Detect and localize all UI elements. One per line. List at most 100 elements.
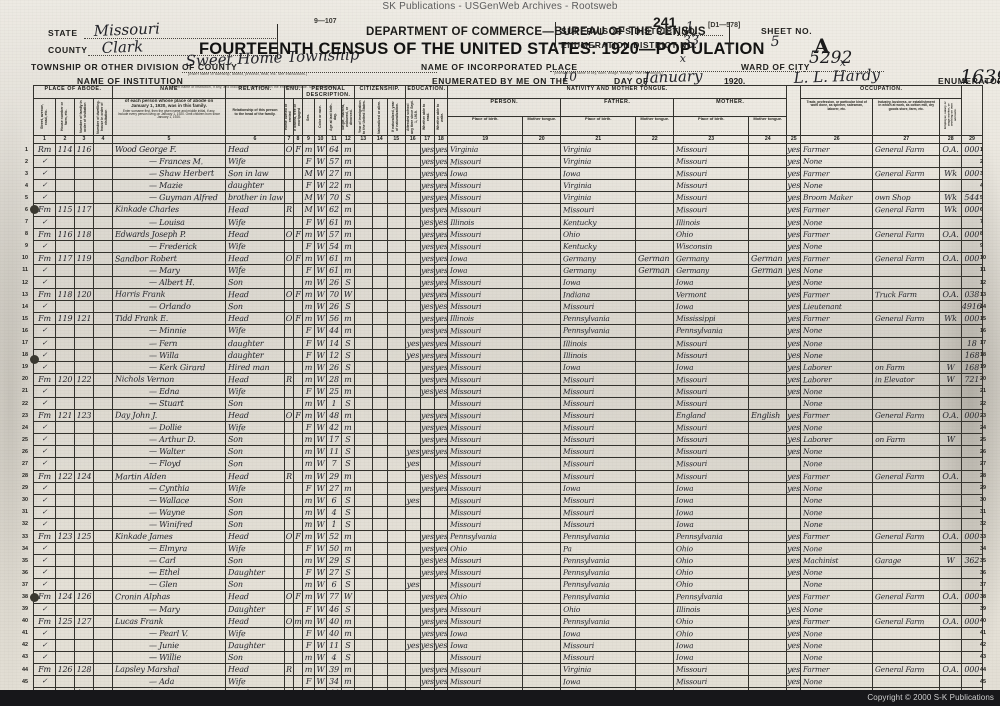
value-fam: 116 xyxy=(76,144,92,155)
value-eng: yes xyxy=(787,253,801,263)
cell-street: ✓ xyxy=(33,191,56,205)
cell-imm xyxy=(353,650,373,665)
cell-emp xyxy=(939,650,963,665)
cell-mt xyxy=(522,348,562,362)
cell-ms: m xyxy=(341,251,355,265)
cell-mmt xyxy=(748,227,788,241)
cell-sex: m xyxy=(302,590,315,604)
value-age: 28 xyxy=(329,374,339,384)
cell-own xyxy=(284,324,294,338)
value-fmt: German xyxy=(638,265,670,275)
cell-own xyxy=(284,421,294,435)
value-sch: yes xyxy=(406,640,420,650)
district-box-left xyxy=(555,22,556,52)
cell-race: W xyxy=(314,614,327,628)
cell-fpb: Pennsylvania xyxy=(560,554,637,568)
value-fpb: Iowa xyxy=(563,277,581,287)
cell-fmt xyxy=(635,142,675,157)
cell-emp xyxy=(939,578,963,592)
cell-street: ✓ xyxy=(33,155,56,169)
cell-house xyxy=(55,481,75,495)
cell-mt xyxy=(522,155,562,169)
cell-name: — Dollie xyxy=(112,421,226,435)
cell-sch xyxy=(404,227,421,241)
cell-fpb: Ohio xyxy=(560,227,637,241)
value-rd: yes xyxy=(420,314,434,324)
row-number-13-l: 13 xyxy=(22,291,28,298)
cell-own xyxy=(284,481,294,495)
cell-pb: Iowa xyxy=(447,263,524,278)
cell-mpb: Missouri xyxy=(673,663,750,677)
cell-house xyxy=(55,336,75,350)
column-number-10: 10 xyxy=(314,135,327,144)
subhead-home-owned: Home owned or rented xyxy=(284,98,294,136)
value-ms: m xyxy=(344,326,352,336)
cell-sch xyxy=(404,288,421,302)
cell-mmt xyxy=(748,203,788,217)
cell-nat xyxy=(371,142,388,157)
cell-street: ✓ xyxy=(33,263,56,278)
value-race: W xyxy=(316,580,325,590)
cell-dwell xyxy=(93,191,113,205)
cell-mort xyxy=(293,675,303,689)
cell-race: W xyxy=(314,312,327,326)
value-pb: Illinois xyxy=(450,217,475,227)
value-eng: yes xyxy=(787,435,801,445)
value-rd: yes xyxy=(420,435,434,445)
cell-house xyxy=(55,542,75,556)
cell-sch xyxy=(404,191,421,205)
value-rel: Son xyxy=(228,435,243,445)
cell-occ: Laborer xyxy=(800,360,874,374)
cell-nat xyxy=(371,663,388,677)
cell-yrnat xyxy=(386,336,406,350)
cell-house xyxy=(55,167,75,181)
cell-mt xyxy=(522,614,562,628)
row-number-11-l: 11 xyxy=(22,267,28,274)
cell-pb: Missouri xyxy=(447,179,524,193)
value-eng: yes xyxy=(787,556,801,566)
cell-mpb: Germany xyxy=(673,263,750,278)
cell-ind: General Farm xyxy=(872,312,941,326)
cell-ms: S xyxy=(341,578,355,592)
value-emp: W xyxy=(946,374,955,384)
cell-fmt xyxy=(635,493,675,507)
cell-sex: m xyxy=(302,614,315,628)
cell-yrnat xyxy=(386,191,406,205)
cell-name: — Fern xyxy=(112,336,226,350)
value-race: W xyxy=(316,145,325,154)
cell-sch xyxy=(404,239,421,253)
cell-imm xyxy=(353,288,373,302)
value-wr: yes xyxy=(434,640,448,650)
cell-house: 125 xyxy=(55,614,75,628)
cell-name: — Ada xyxy=(112,675,226,689)
table-row: ✓ — Ada Wife F W 34 m yes yes Missouri Iowa Missour… xyxy=(33,675,983,689)
cell-race: W xyxy=(314,409,327,423)
value-street: ✓ xyxy=(41,362,48,371)
cell-dwell xyxy=(93,288,113,302)
cell-mpb: Ohio xyxy=(673,614,750,628)
value-mort: m xyxy=(294,616,302,626)
value-ms: m xyxy=(344,386,352,396)
value-rd: yes xyxy=(420,604,434,614)
cell-sch xyxy=(404,469,421,483)
cell-imm xyxy=(353,215,373,229)
value-street: ✓ xyxy=(41,483,48,492)
cell-fmt xyxy=(635,348,675,362)
value-street: ✓ xyxy=(41,157,48,166)
cell-street: ✓ xyxy=(33,239,56,253)
cell-ind xyxy=(872,566,941,580)
cell-mt xyxy=(522,384,562,398)
cell-age: 40 xyxy=(326,614,342,628)
subhead-mother-mother-tongue: Mother tongue. xyxy=(748,115,788,137)
row-number-42-r: 42 xyxy=(980,642,986,649)
value-age: 46 xyxy=(329,604,339,614)
cell-pb: Missouri xyxy=(447,663,524,677)
value-name: Tidd Frank E. xyxy=(115,314,169,324)
value-age: 39 xyxy=(329,664,339,675)
cell-occ: None xyxy=(800,626,874,640)
value-pb: Missouri xyxy=(450,157,482,167)
cell-street: ✓ xyxy=(33,602,56,616)
subhead-house-number: House number or farm, etc. xyxy=(55,98,75,136)
margin-stamp: 1639 xyxy=(960,66,1000,88)
